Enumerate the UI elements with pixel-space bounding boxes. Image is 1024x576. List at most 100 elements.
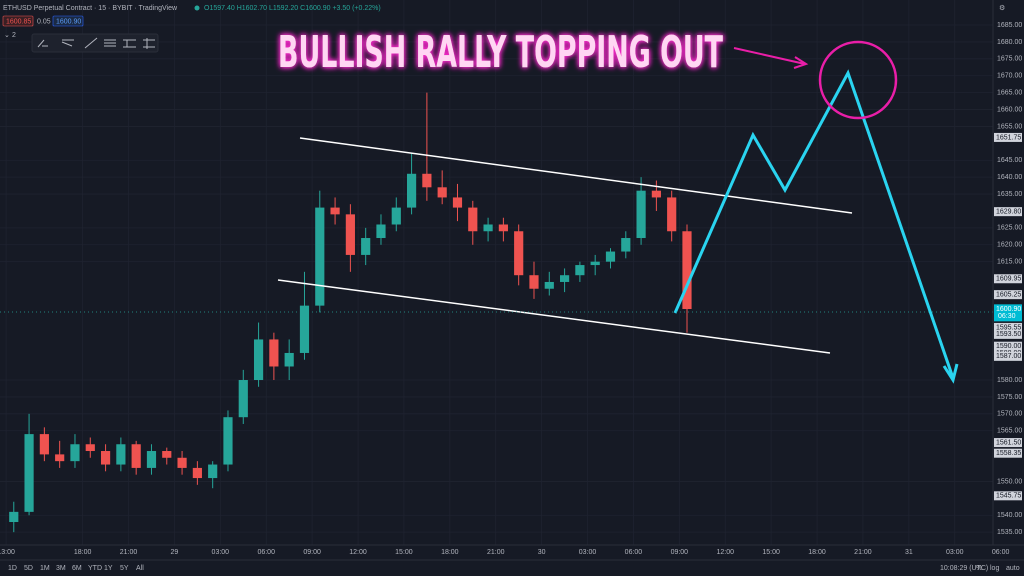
settings-icon[interactable]: ⚙ <box>999 4 1005 12</box>
x-tick-label: 06:00 <box>992 549 1010 556</box>
ohlc: O1597.40 H1602.70 L1592.20 C1600.90 +3.5… <box>204 5 381 12</box>
x-tick-label: 09:00 <box>303 549 321 556</box>
candle-body <box>590 261 600 266</box>
range-button[interactable]: 6M <box>72 565 82 572</box>
tool-icon[interactable] <box>37 39 48 48</box>
indicator-count[interactable]: 2 <box>12 32 16 39</box>
candle-body <box>452 197 463 208</box>
range-button[interactable]: 3M <box>56 565 66 572</box>
price-label: 1609.95 <box>996 276 1021 283</box>
tool-icon[interactable] <box>123 39 136 48</box>
percent-toggle[interactable]: % <box>976 565 982 572</box>
price-label: 1587.00 <box>996 353 1021 360</box>
range-button[interactable]: 5Y <box>120 565 129 572</box>
price-label-box <box>994 132 1022 142</box>
drawing-toolbar <box>31 33 159 53</box>
candle-body <box>253 339 264 381</box>
tool-icon[interactable] <box>143 38 155 49</box>
x-tick-label: 06:00 <box>625 549 643 556</box>
y-tick-label: 1655.00 <box>997 123 1022 130</box>
candle-body <box>131 444 141 468</box>
candle-body <box>498 224 508 232</box>
candle-body <box>514 231 524 276</box>
y-tick-label: 1575.00 <box>997 394 1022 401</box>
candle-body <box>559 275 570 282</box>
x-tick-label: 18:00 <box>441 549 459 556</box>
tool-icon[interactable] <box>104 39 116 47</box>
y-tick-label: 1635.00 <box>997 191 1022 198</box>
candle-body <box>621 238 631 252</box>
candle-body <box>55 454 65 462</box>
axes: 1685.00 1680.00 1675.00 1670.00 1665.00 1660.… <box>0 22 1022 556</box>
y-tick-label: 1680.00 <box>997 39 1022 46</box>
price-label-box <box>994 341 1022 351</box>
range-button[interactable]: 1M <box>40 565 50 572</box>
x-tick-label: 13:00 <box>0 549 15 556</box>
candle-body <box>345 214 355 255</box>
candle-body <box>406 173 417 208</box>
range-button[interactable]: 1Y <box>104 565 113 572</box>
candle-body <box>177 457 187 468</box>
tool-icon[interactable] <box>61 39 74 47</box>
x-tick-label: 12:00 <box>716 549 734 556</box>
candle-body <box>39 434 49 455</box>
candle-body <box>529 275 539 289</box>
y-tick-label: 1645.00 <box>997 157 1022 164</box>
candle-body <box>330 207 340 215</box>
candle-body <box>116 444 126 465</box>
price-label-box <box>994 290 1022 300</box>
toolbar-icons <box>37 37 155 49</box>
auto-toggle[interactable]: auto <box>1006 565 1020 572</box>
tool-icon[interactable] <box>84 37 98 49</box>
candle-body <box>9 511 19 523</box>
ask-box[interactable] <box>52 15 84 27</box>
price-label: 1561.50 <box>996 439 1021 446</box>
pointer-arrow <box>733 47 806 65</box>
range-button[interactable]: 1D <box>8 565 17 572</box>
drawings <box>0 40 993 384</box>
candle-body <box>238 380 248 418</box>
candle-body <box>299 305 310 353</box>
y-tick-label: 1665.00 <box>997 89 1022 96</box>
price-label-box <box>994 438 1022 448</box>
y-tick-label: 1685.00 <box>997 22 1022 29</box>
log-toggle[interactable]: log <box>990 565 999 572</box>
x-tick-label: 06:00 <box>257 549 275 556</box>
y-tick-label: 1675.00 <box>997 56 1022 63</box>
candle-body <box>544 281 554 289</box>
indicator-toggle[interactable]: ⌄ <box>4 32 10 39</box>
price-label: 1595.55 <box>996 324 1021 331</box>
ask: 1600.90 <box>56 18 81 25</box>
top-circle <box>818 40 898 120</box>
candle-body <box>437 187 447 198</box>
candle-body <box>146 451 157 468</box>
candles <box>9 92 692 533</box>
x-tick-label: 03:00 <box>579 549 597 556</box>
range-button[interactable]: All <box>136 565 144 572</box>
candle-body <box>284 352 294 367</box>
last-price: 1600.90 <box>996 306 1021 313</box>
spread: 0.05 <box>37 18 51 25</box>
candle-body <box>223 417 233 465</box>
candle-body <box>605 251 616 262</box>
y-tick-label: 1640.00 <box>997 174 1022 181</box>
x-tick-label: 21:00 <box>120 549 138 556</box>
bid-box[interactable] <box>2 15 34 27</box>
range-button[interactable]: YTD <box>88 565 102 572</box>
candle-body <box>468 207 478 232</box>
candle-body <box>192 467 202 479</box>
candle-body <box>24 434 34 512</box>
status-dot <box>194 5 200 11</box>
channel-bottom <box>277 279 831 354</box>
candle-body <box>208 464 218 479</box>
x-tick-label: 03:00 <box>946 549 964 556</box>
candle-body <box>483 224 493 232</box>
price-label: 1593.50 <box>996 331 1021 338</box>
range-button[interactable]: 5D <box>24 565 33 572</box>
price-label-box <box>994 322 1022 332</box>
price-label: 1545.75 <box>996 493 1021 500</box>
clock: 10:08:29 (UTC) <box>940 565 988 572</box>
y-tick-label: 1550.00 <box>997 478 1022 485</box>
